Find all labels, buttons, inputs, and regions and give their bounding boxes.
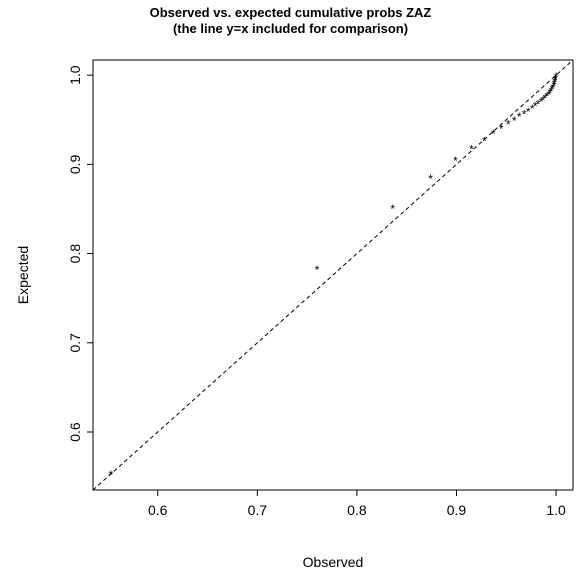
data-point: * [550,83,555,97]
data-point: * [512,114,517,128]
y-tick-label: 0.8 [67,244,83,264]
data-point: * [315,263,320,277]
data-point: * [536,98,541,112]
data-point: * [499,122,504,136]
data-point: * [482,134,487,148]
data-point: * [549,84,554,98]
x-tick-label: 0.9 [447,502,467,518]
data-point: * [469,142,474,156]
chart-title: Observed vs. expected cumulative probs Z… [149,5,432,20]
x-axis-label: Observed [303,554,364,570]
data-point: * [539,95,544,109]
y-tick-label: 0.7 [67,333,83,353]
data-point: * [554,70,559,84]
data-point: * [547,88,552,102]
data-point: * [551,81,556,95]
data-point: * [506,117,511,131]
data-point: * [517,110,522,124]
data-point: * [526,105,531,119]
data-point: * [553,72,558,86]
data-point: * [522,108,527,122]
data-point: * [545,90,550,104]
data-point: * [428,172,433,186]
data-point: * [552,79,557,93]
reference-line-y-equals-x [92,59,574,491]
plot-frame [92,59,574,491]
data-point: * [453,154,458,168]
data-points: ******** * * * * * * ****************** [109,70,559,482]
data-point: * [553,75,558,89]
data-point: * [543,91,548,105]
y-tick-label: 1.0 [67,65,83,85]
x-tick-label: 0.7 [248,502,268,518]
data-point: * [541,93,546,107]
x-tick-label: 1.0 [546,502,566,518]
data-point: * [553,74,558,88]
x-axis: 0.6 0.7 0.8 0.9 1.0 [148,490,566,518]
x-tick-label: 0.6 [148,502,168,518]
data-point: * [491,127,496,141]
chart-subtitle: (the line y=x included for comparison) [172,21,409,36]
y-tick-label: 0.6 [67,422,83,442]
y-axis-label: Expected [15,246,31,304]
x-tick-label: 0.8 [347,502,367,518]
data-point: * [530,102,535,116]
data-point: * [552,77,557,91]
data-point: * [533,99,538,113]
data-point: * [548,86,553,100]
data-point: * [390,202,395,216]
data-point: * [109,468,114,482]
y-axis: 0.6 0.7 0.8 0.9 1.0 [67,65,93,442]
y-tick-label: 0.9 [67,154,83,174]
